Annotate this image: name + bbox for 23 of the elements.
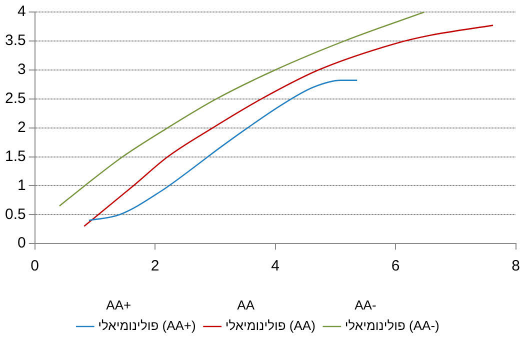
legend-label: פולינומיאלי (AA) xyxy=(225,318,316,334)
x-tick-label: 4 xyxy=(271,258,280,275)
legend-label: פולינומיאלי (AA+) xyxy=(98,318,196,334)
text: AA+ xyxy=(106,298,132,313)
x-tick-label: 6 xyxy=(391,258,400,275)
x-tick-label: 0 xyxy=(30,258,40,275)
text: AA xyxy=(237,298,255,313)
y-tick-label: 1.5 xyxy=(4,148,26,165)
x-tick-label: 2 xyxy=(150,258,160,275)
legend-label: פולינומיאלי (AA-) xyxy=(344,318,440,334)
y-tick-label: 2 xyxy=(18,118,26,136)
line-series xyxy=(88,80,358,222)
line-series xyxy=(58,12,426,207)
y-tick-label: 3.5 xyxy=(4,32,26,50)
x-tick-label: 8 xyxy=(512,258,520,275)
y-tick-label: 4 xyxy=(18,3,26,20)
y-tick-label: 0.5 xyxy=(4,206,26,223)
text: AA- xyxy=(354,298,376,313)
y-tick-label: 3 xyxy=(18,61,26,78)
y-tick-label: 1 xyxy=(18,176,26,194)
y-tick-label: 0 xyxy=(18,234,26,252)
line-series xyxy=(84,24,494,227)
y-tick-label: 2.5 xyxy=(4,90,26,107)
